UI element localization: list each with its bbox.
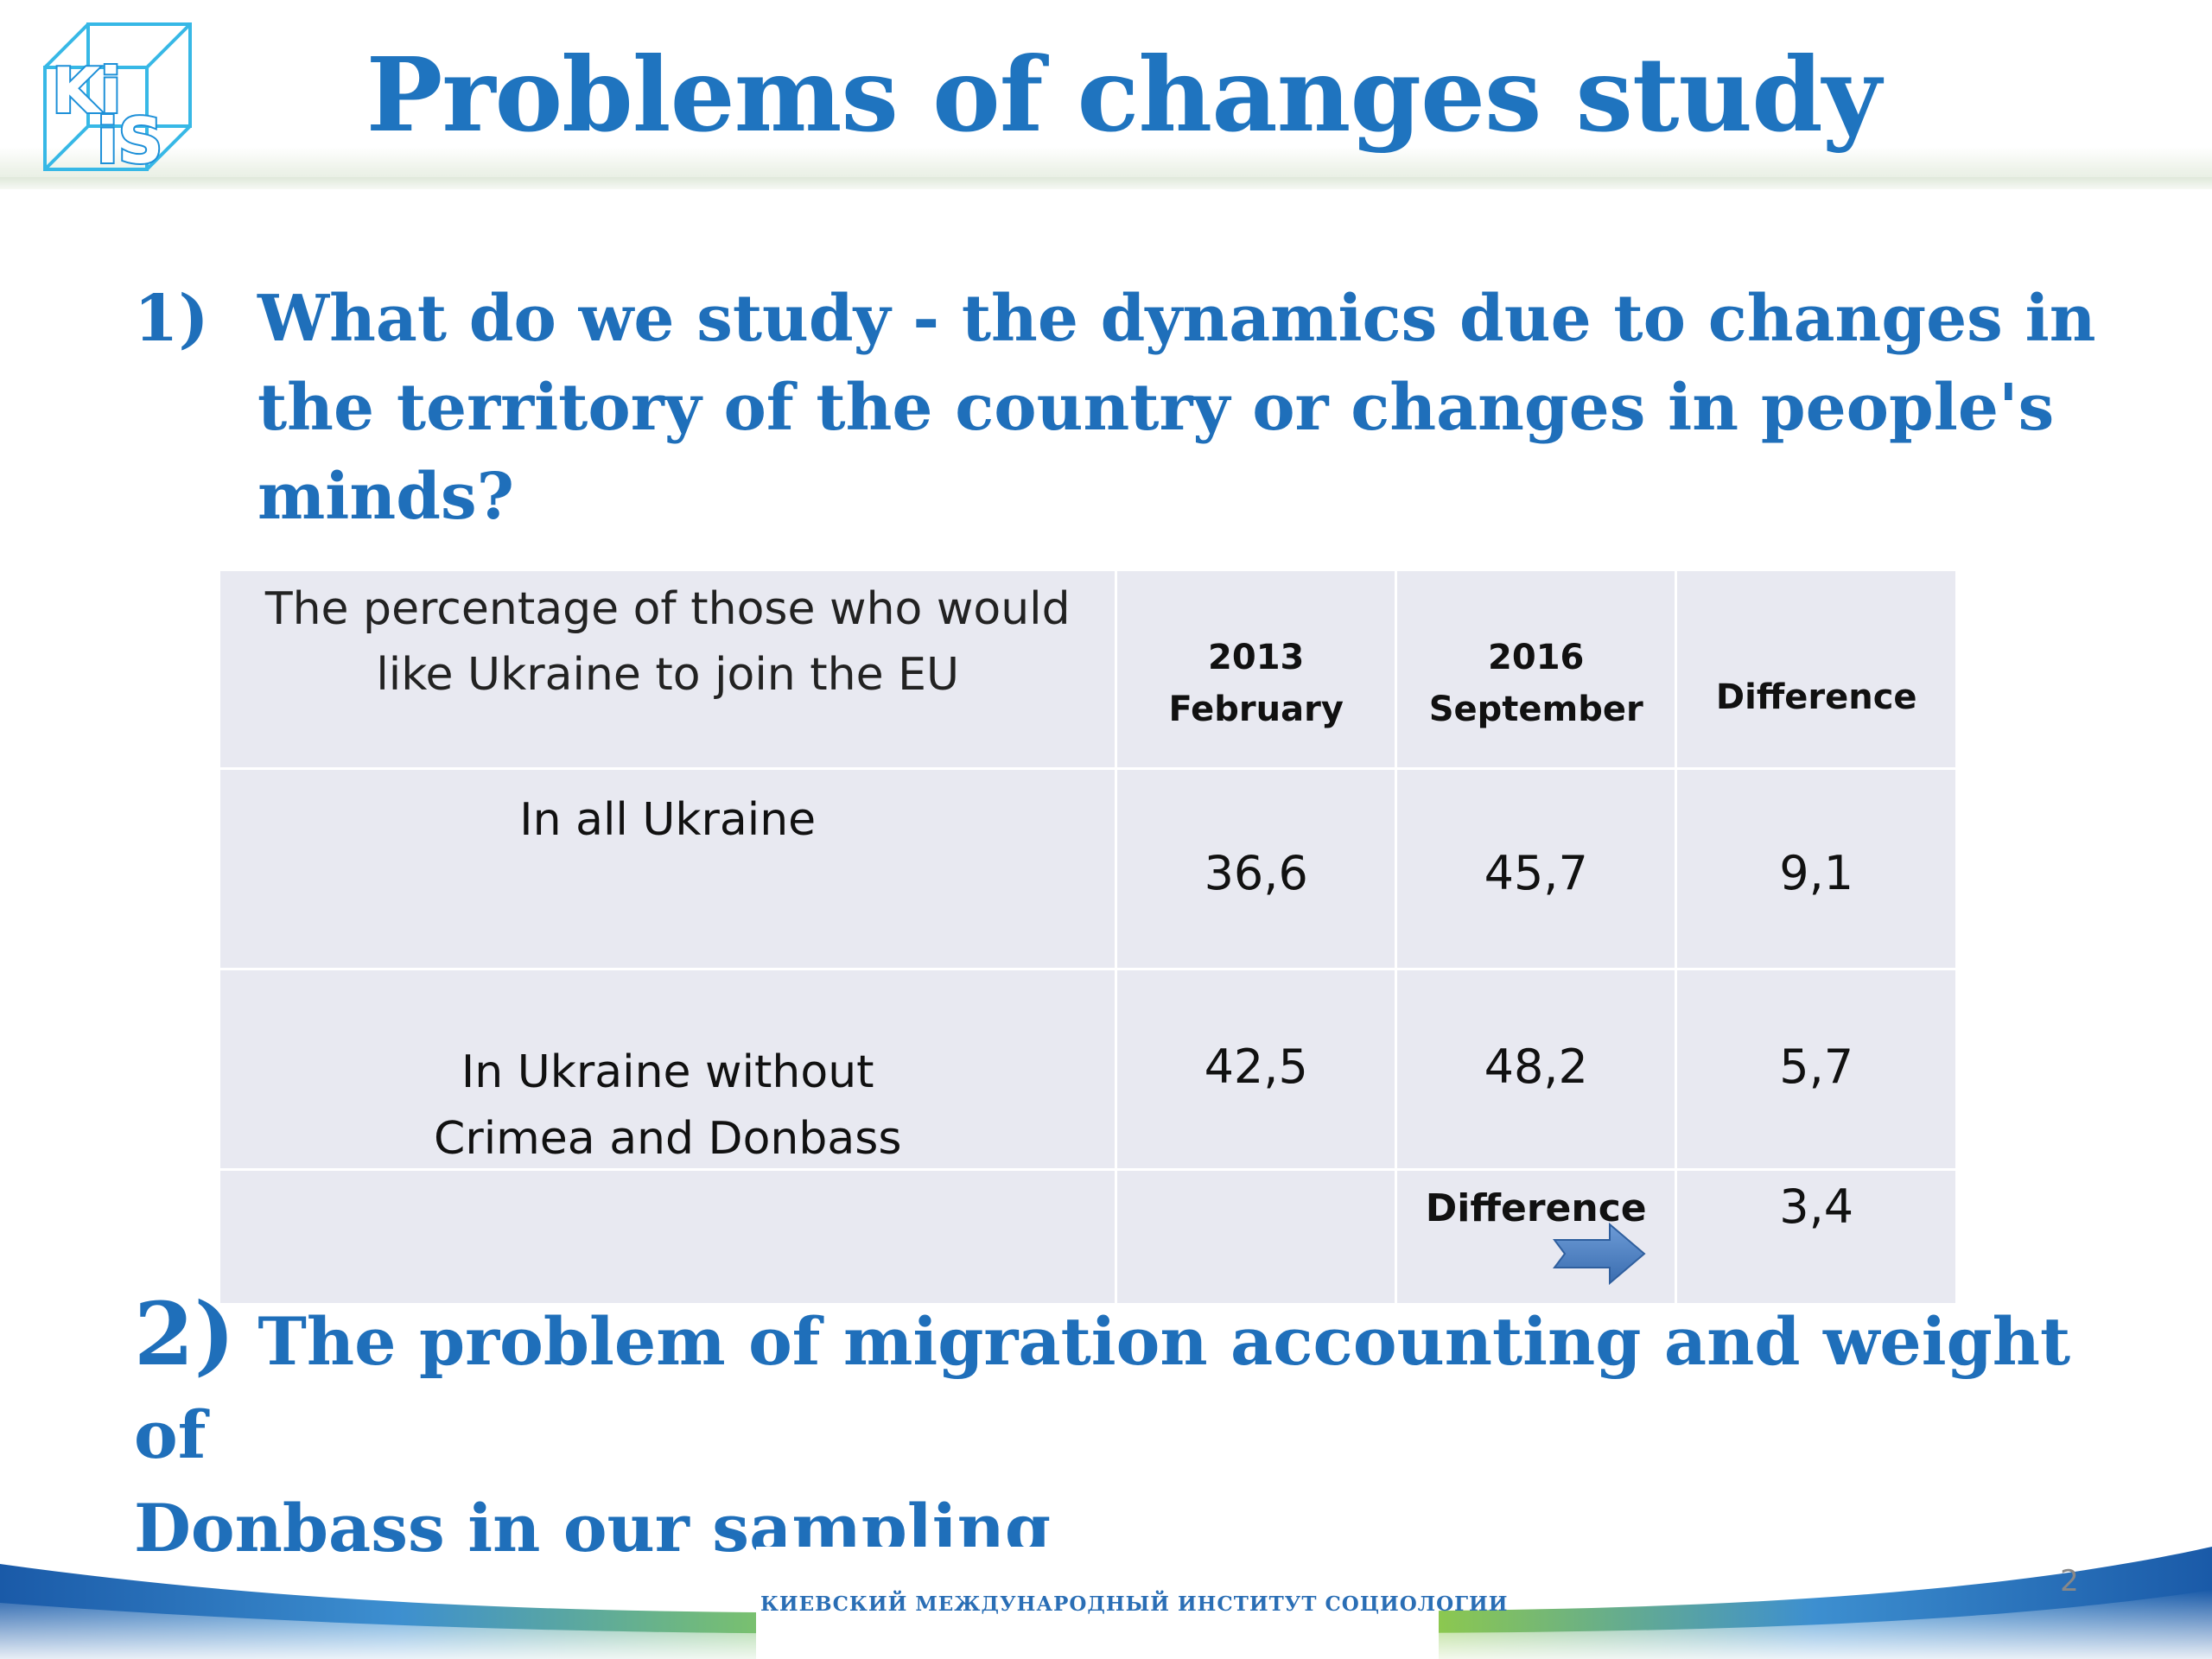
header-2016: 2016 September (1428, 638, 1643, 729)
header-2013-cell: 2013 February (1115, 569, 1397, 770)
svg-text:iS: iS (97, 105, 163, 177)
difference-row: Difference 3,4 (217, 1168, 1958, 1306)
point-1-line: the territory of the country or changes … (257, 371, 2055, 445)
eu-support-table: The percentage of those who would like U… (217, 569, 1958, 1306)
header-2016-cell: 2016 September (1394, 569, 1678, 770)
svg-text:Ki: Ki (52, 54, 121, 127)
table-header-row: The percentage of those who would like U… (217, 569, 1958, 770)
header-label-cell: The percentage of those who would like U… (217, 569, 1118, 770)
header-difference: Difference (1715, 677, 1917, 717)
value-2013: 36,6 (1204, 846, 1308, 900)
header-difference-cell: Difference (1675, 569, 1958, 770)
value-2013: 42,5 (1204, 1039, 1308, 1094)
header-label: The percentage of those who would like U… (264, 583, 1071, 701)
difference-label: Difference (1425, 1186, 1647, 1230)
point-2-number: 2) (134, 1283, 235, 1385)
slide-title: Problems of changes study (365, 35, 1882, 155)
point-2-text: The problem of migration accounting and … (134, 1303, 2071, 1473)
point-1-line: What do we study - the dynamics due to c… (257, 282, 2096, 356)
table-row: In all Ukraine 36,6 45,7 9,1 (217, 767, 1958, 970)
table-row: In Ukraine without Crimea and Donbass 42… (217, 968, 1958, 1171)
kiis-logo: Ki iS (43, 22, 192, 177)
value-2016: 48,2 (1484, 1039, 1588, 1094)
point-1-number: 1) (134, 282, 209, 356)
value-difference: 9,1 (1779, 846, 1854, 900)
value-difference: 5,7 (1779, 1039, 1854, 1094)
page-number: 2 (2060, 1564, 2079, 1599)
value-2016: 45,7 (1484, 846, 1588, 900)
row-label: In all Ukraine (519, 794, 817, 846)
header-2013: 2013 February (1168, 638, 1344, 729)
header-band (0, 0, 2212, 188)
point-1-text: What do we study - the dynamics due to c… (257, 275, 2115, 542)
point-2: 2) The problem of migration accounting a… (134, 1287, 2164, 1575)
institute-name: КИЕВСКИЙ МЕЖДУНАРОДНЫЙ ИНСТИТУТ СОЦИОЛОГ… (760, 1592, 1509, 1616)
row-label: In Ukraine without Crimea and Donbass (434, 1046, 902, 1165)
right-arrow-icon (1552, 1223, 1646, 1285)
footer-wave-decoration (0, 1547, 2212, 1659)
point-1-line: minds? (257, 460, 514, 534)
header-divider (0, 177, 2212, 189)
difference-value: 3,4 (1779, 1179, 1854, 1234)
